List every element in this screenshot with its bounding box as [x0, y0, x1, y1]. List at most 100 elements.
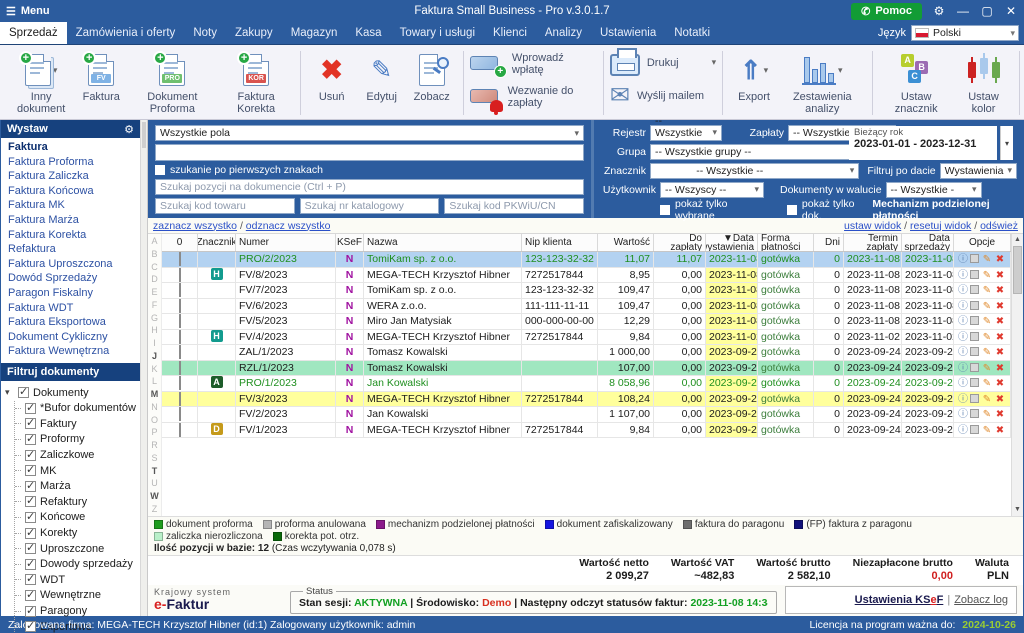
row-edit-icon[interactable]: ✎	[982, 347, 992, 358]
sidebar-item-faktura-korekta[interactable]: Faktura Korekta	[8, 228, 87, 241]
set-view-link[interactable]: ustaw widok	[844, 219, 902, 232]
table-row[interactable]: D FV/1/2023 N MEGA-TECH Krzysztof Hibner 727…	[162, 422, 1011, 438]
row-checkbox[interactable]	[178, 345, 181, 359]
search-product-code-input[interactable]	[155, 198, 295, 214]
table-row[interactable]: A PRO/1/2023 N Jan Kowalski 8 058,96 0,00 2023…	[162, 376, 1011, 392]
row-edit-icon[interactable]: ✎	[982, 254, 992, 265]
alphabet-letter[interactable]: B	[151, 248, 158, 259]
column-header-nip[interactable]: Nip klienta	[522, 234, 598, 251]
menu-button[interactable]: ☰ Menu	[6, 5, 50, 18]
checkbox-icon[interactable]	[25, 463, 36, 477]
alphabet-letter[interactable]: K	[151, 363, 158, 374]
tab-klienci[interactable]: Klienci	[493, 27, 527, 39]
add-payment-button[interactable]: + Wprowadź wpłatę	[466, 51, 601, 78]
sidebar-item-dokument-cykliczny[interactable]: Dokument Cykliczny	[8, 330, 108, 343]
scroll-up-icon[interactable]: ▲	[1014, 236, 1021, 243]
row-info-icon[interactable]: ⓘ	[958, 285, 968, 296]
payment-reminder-button[interactable]: Wezwanie do zapłaty	[466, 84, 601, 115]
row-info-icon[interactable]: ⓘ	[958, 254, 968, 265]
row-attachment-icon[interactable]	[970, 300, 979, 310]
first-chars-checkbox[interactable]: szukanie po pierwszych znakach	[155, 164, 584, 176]
alphabet-letter[interactable]: M	[150, 389, 159, 399]
tree-item-wdt[interactable]: WDT	[15, 572, 138, 588]
column-header-nazwa[interactable]: Nazwa	[364, 234, 522, 251]
alphabet-letter[interactable]: J	[151, 350, 157, 361]
row-edit-icon[interactable]: ✎	[982, 409, 992, 420]
search-field-select[interactable]: Wszystkie pola ▾	[155, 125, 584, 141]
new-proforma-button[interactable]: + PRO Dokument Proforma	[147, 51, 198, 115]
analysis-reports-button[interactable]: ▾ Zestawienia analizy	[779, 49, 866, 116]
table-row[interactable]: FV/3/2023 N MEGA-TECH Krzysztof Hibner 7272…	[162, 391, 1011, 407]
maximize-button[interactable]: ▢	[981, 4, 993, 18]
row-attachment-icon[interactable]	[970, 331, 979, 341]
tab-noty[interactable]: Noty	[193, 27, 217, 39]
send-email-button[interactable]: ✉ Wyślij mailem	[609, 82, 705, 110]
print-button[interactable]: Drukuj ▾	[606, 47, 720, 77]
checkbox-icon[interactable]	[18, 385, 29, 399]
row-edit-icon[interactable]: ✎	[982, 285, 992, 296]
show-selected-checkbox[interactable]: pokaż tylko wybrane	[660, 198, 757, 222]
row-edit-icon[interactable]: ✎	[982, 362, 992, 374]
sidebar-item-faktura-mk[interactable]: Faktura MK	[8, 199, 65, 212]
row-delete-icon[interactable]: ✖	[995, 424, 1005, 436]
alphabet-letter[interactable]: D	[151, 274, 158, 285]
close-button[interactable]: ✕	[1005, 4, 1017, 18]
sidebar-item-paragon-fiskalny[interactable]: Paragon Fiskalny	[8, 286, 93, 299]
table-row[interactable]: H FV/4/2023 N MEGA-TECH Krzysztof Hibner 727…	[162, 329, 1011, 345]
checkbox-icon[interactable]	[25, 432, 36, 445]
alphabet-letter[interactable]: L	[151, 376, 157, 387]
waluta-select[interactable]: -- Wszystkie - ▾	[885, 181, 982, 198]
checkbox-icon[interactable]	[25, 604, 36, 617]
tab-magazyn[interactable]: Magazyn	[290, 27, 338, 39]
tab-analizy[interactable]: Analizy	[544, 27, 582, 39]
row-info-icon[interactable]: ⓘ	[958, 362, 968, 374]
row-info-icon[interactable]: ⓘ	[958, 347, 968, 358]
alphabet-letter[interactable]: C	[151, 261, 158, 272]
tab-zakupy[interactable]: Zakupy	[234, 27, 273, 39]
scrollbar-thumb[interactable]	[1013, 246, 1022, 294]
ksef-settings-link[interactable]: Ustawienia KSeF	[854, 594, 944, 606]
column-header-wartosc[interactable]: Wartość	[598, 234, 654, 251]
table-scrollbar[interactable]: ▲ ▼	[1011, 234, 1023, 516]
tab-towary-i-us-ugi[interactable]: Towary i usługi	[399, 27, 475, 39]
row-edit-icon[interactable]: ✎	[982, 378, 992, 389]
column-header-opcje[interactable]: Opcje	[954, 234, 1011, 251]
table-row[interactable]: ZAL/1/2023 N Tomasz Kowalski 1 000,00 0,00 20…	[162, 345, 1011, 361]
tree-item-dokumenty[interactable]: ▾Dokumenty	[5, 385, 138, 401]
table-row[interactable]: FV/7/2023 N TomiKam sp. z o.o. 123-123-32-3…	[162, 283, 1011, 299]
sidebar-item-faktura-proforma[interactable]: Faktura Proforma	[8, 155, 94, 168]
date-range-box[interactable]: Bieżący rok 2023-01-01 - 2023-12-31	[849, 126, 997, 160]
filtruj-po-dacie-select[interactable]: Wystawienia ▾	[939, 162, 1017, 179]
tab-notatki[interactable]: Notatki	[674, 27, 711, 39]
checkbox-icon[interactable]	[25, 588, 36, 601]
row-checkbox[interactable]	[178, 360, 181, 375]
row-attachment-icon[interactable]	[970, 269, 979, 279]
tab-ustawienia[interactable]: Ustawienia	[599, 27, 657, 39]
minimize-button[interactable]: —	[957, 4, 969, 18]
row-checkbox[interactable]	[178, 422, 181, 437]
uzytkownik-select[interactable]: -- Wszyscy -- ▾	[660, 181, 764, 198]
tree-item-paragony[interactable]: Paragony	[15, 603, 138, 619]
row-attachment-icon[interactable]	[970, 254, 979, 263]
alphabet-letter[interactable]: H	[151, 325, 158, 336]
sidebar-item-faktura-uproszczona[interactable]: Faktura Uproszczona	[8, 257, 113, 270]
column-header-numer[interactable]: Numer	[236, 234, 336, 251]
row-checkbox[interactable]	[178, 283, 181, 297]
panel-gear-icon[interactable]: ⚙	[124, 123, 134, 136]
row-delete-icon[interactable]: ✖	[995, 254, 1005, 265]
sidebar-item-refaktura[interactable]: Refaktura	[8, 243, 56, 256]
language-select[interactable]: Polski ▾	[911, 25, 1019, 41]
row-delete-icon[interactable]: ✖	[995, 300, 1005, 312]
row-info-icon[interactable]: ⓘ	[958, 393, 968, 405]
new-invoice-button[interactable]: + FV Faktura	[82, 51, 120, 103]
alphabet-letter[interactable]: N	[151, 401, 158, 412]
row-edit-icon[interactable]: ✎	[982, 269, 992, 281]
column-header-data_sprzedazy[interactable]: Data sprzedaży	[902, 234, 954, 251]
row-attachment-icon[interactable]	[970, 285, 979, 294]
search-pkwiu-input[interactable]	[444, 198, 585, 214]
znacznik-select[interactable]: -- Wszystkie -- ▾	[650, 162, 860, 179]
tab-zam-wienia-i-oferty[interactable]: Zamówienia i oferty	[75, 27, 176, 39]
tree-item-marża[interactable]: Marża	[15, 478, 138, 494]
new-other-document-button[interactable]: + ▾ Inny dokument	[16, 51, 66, 115]
